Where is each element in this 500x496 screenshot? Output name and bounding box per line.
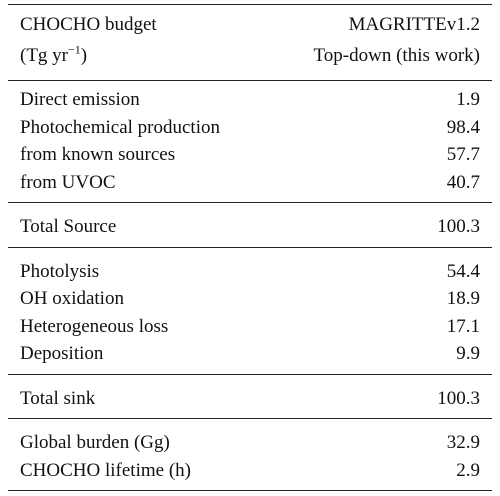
rule <box>8 4 492 5</box>
header-cell: (Tg yr−1) <box>20 42 88 67</box>
row-label: OH oxidation <box>20 288 124 309</box>
row-value: 32.9 <box>446 432 480 453</box>
header-cell: CHOCHO budget <box>20 14 157 35</box>
row-value: 100.3 <box>437 216 480 237</box>
row-value: 1.9 <box>456 89 480 110</box>
rule <box>8 418 492 419</box>
row-value: 57.7 <box>446 144 480 165</box>
rule <box>8 246 492 248</box>
row-label: Heterogeneous loss <box>20 315 169 337</box>
rule <box>8 80 492 81</box>
row-label: CHOCHO lifetime (h) <box>20 459 191 481</box>
row-label: Direct emission <box>20 89 140 110</box>
row-value: 9.9 <box>456 343 480 364</box>
rule <box>8 490 492 491</box>
row-label: Deposition <box>20 343 104 364</box>
row-label: Global burden (Gg) <box>20 432 170 453</box>
row-value: 98.4 <box>446 116 480 138</box>
row-value: 18.9 <box>446 288 480 309</box>
header-text: (Tg yr <box>20 45 69 66</box>
row-label: Total sink <box>20 387 96 409</box>
row-label: Photochemical production <box>20 116 220 138</box>
row-value: 2.9 <box>456 459 480 481</box>
row-value: 17.1 <box>446 315 480 337</box>
row-label: Photolysis <box>20 260 100 282</box>
header-cell: MAGRITTEv1.2 <box>348 14 480 35</box>
row-label: from known sources <box>20 144 176 165</box>
row-label: Total Source <box>20 216 117 237</box>
row-value: 100.3 <box>437 387 480 409</box>
superscript: −1 <box>68 42 81 57</box>
rule <box>8 373 492 375</box>
row-label: from UVOC <box>20 171 116 193</box>
rule <box>8 202 492 203</box>
row-value: 54.4 <box>446 260 480 282</box>
row-value: 40.7 <box>446 171 480 193</box>
header-text: ) <box>80 45 88 66</box>
header-cell: Top-down (this work) <box>313 45 480 66</box>
